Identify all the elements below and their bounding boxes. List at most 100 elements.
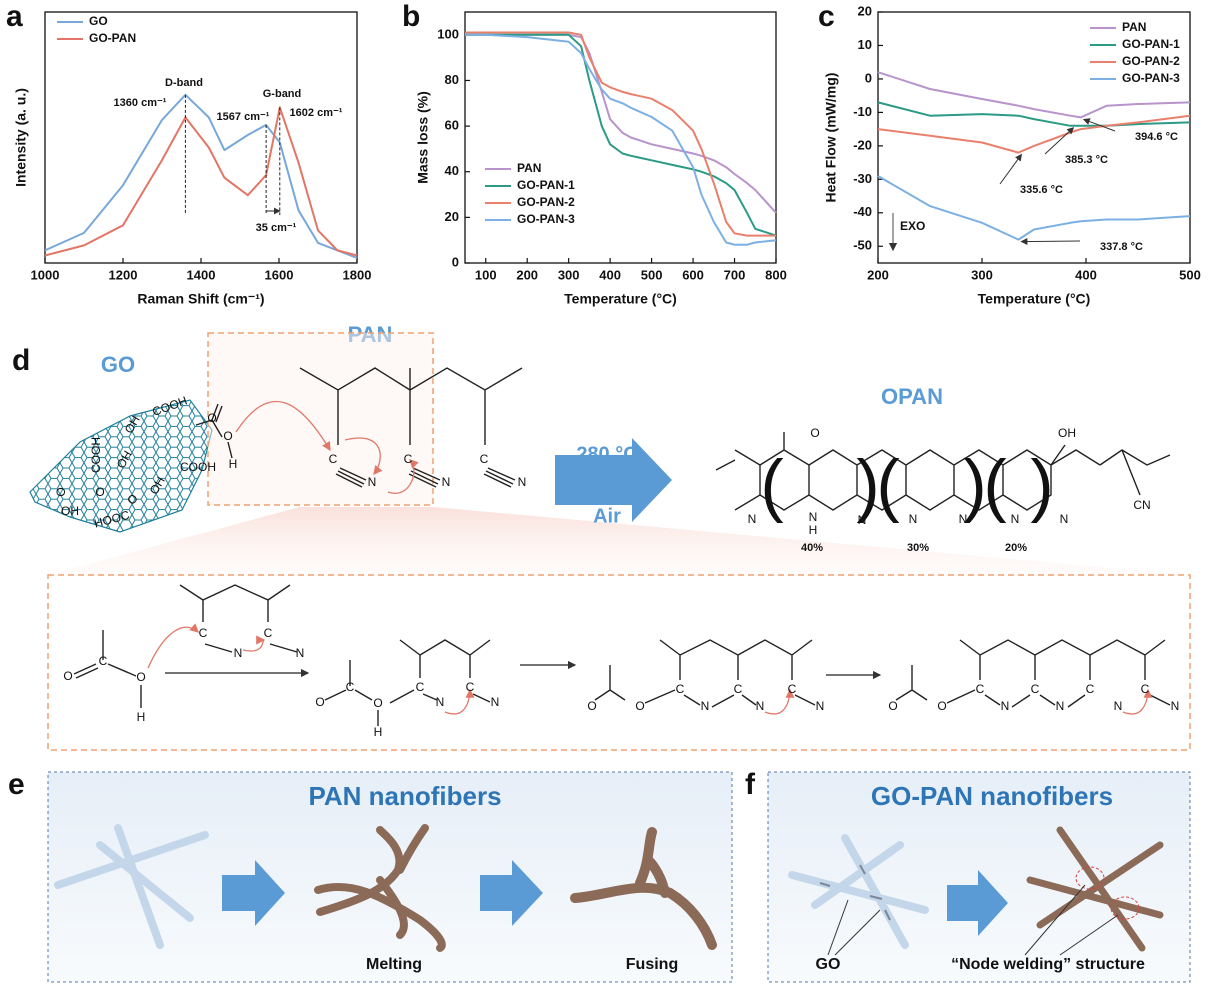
x-tick-label: 300 [971,267,993,282]
atom-label: O [888,699,897,713]
temperature: 280 °C [576,443,637,465]
annotation: G-band [263,88,302,100]
y-tick-label: 40 [445,163,459,178]
panel-title: GO-PAN nanofibers [871,781,1113,811]
y-tick-label: -30 [853,171,872,186]
opan-label: OPAN [881,384,943,409]
atom-label: O [223,429,232,443]
atom-label: C [346,680,355,694]
x-tick-label: 100 [475,267,497,282]
series-line [465,31,776,237]
atom-label: N [234,646,243,660]
annotation: EXO [900,219,925,233]
process-arrow [480,860,543,926]
atom-label: C [416,680,425,694]
mechanism-bonds [73,584,298,708]
pointer [827,899,849,956]
y-axis-label: Heat Flow (mW/mg) [823,73,839,203]
atom-label: N [909,512,918,526]
atom-label: H [374,725,383,739]
x-axis-label: Temperature (°C) [978,291,1091,307]
electron-arrow [444,688,475,715]
atom-label: O [207,411,216,425]
atom-label: O [136,670,145,684]
fraction: 30% [907,542,929,554]
atom-label: O [810,426,819,440]
atom-label: N [1056,699,1065,713]
panel-label: e [8,768,25,801]
legend-label: GO-PAN [89,31,136,45]
y-tick-label: 0 [452,254,459,269]
annotation: 1360 cm⁻¹ [114,97,167,109]
atom-label: OH [1058,426,1076,440]
bracket: ( [876,445,899,523]
y-axis-label: Intensity (a. u.) [13,88,29,187]
plot-frame [877,11,1191,264]
annotation: 1602 cm⁻¹ [290,107,343,119]
atom-label: N [442,475,451,489]
welded-fibers [1026,826,1164,952]
mechanism-bonds [324,639,491,726]
atom-label: O [587,699,596,713]
x-tick-label: 500 [1179,267,1201,282]
x-tick-label: 1600 [265,267,294,282]
atom-label: N [1171,699,1180,713]
x-tick-label: 200 [867,267,889,282]
atom-label: O [95,485,104,499]
atom-label: N [858,513,867,527]
legend-label: PAN [1122,20,1146,34]
x-tick-label: 1000 [31,267,60,282]
atom-label: H [809,523,818,537]
go-sheets [819,864,891,921]
bracket: ( [760,445,783,523]
atom-label: N [491,695,500,709]
pan-chain [299,367,523,488]
legend-label: GO-PAN-3 [1122,71,1180,85]
atom-label: O [63,669,72,683]
y-tick-label: -50 [853,238,872,253]
atom-label: C [734,682,743,696]
series-line [465,33,777,237]
annotation-arrow [999,153,1022,185]
graphene-oxide [29,399,213,533]
x-tick-label: 1200 [109,267,138,282]
electron-arrow [1122,688,1153,715]
y-tick-label: 60 [445,118,459,133]
bracket: ) [856,445,879,523]
mechanism-bonds [895,639,1171,708]
x-axis-label: Raman Shift (cm⁻¹) [137,291,264,307]
series-line [877,71,1191,119]
x-tick-label: 400 [599,267,621,282]
gas: Air [593,505,621,527]
electron-arrow [764,688,795,715]
annotation: D-band [165,77,203,89]
atom-label: N [368,475,377,489]
pointer [1059,914,1119,956]
opan-ladder [715,432,1171,511]
panel-title: PAN nanofibers [308,781,501,811]
panel-label: a [6,0,23,33]
atom-label: N [809,510,818,524]
legend-label: GO [89,14,108,28]
bracket: ) [1030,445,1053,523]
atom-label: C [199,626,208,640]
node-note: “Node welding” structure [951,956,1145,973]
weld-node [1075,866,1105,890]
series-line [877,114,1191,154]
y-tick-label: 0 [865,70,872,85]
annotation: 337.8 °C [1100,241,1143,253]
atom-label: O [937,699,946,713]
legend-label: GO-PAN-2 [517,195,575,209]
zoom-wedge [48,507,1190,575]
y-tick-label: -20 [853,137,872,152]
atom-label: N [1060,512,1069,526]
y-tick-label: 10 [858,37,872,52]
y-tick-label: -40 [853,204,872,219]
atom-label: N [436,695,445,709]
atom-label: O [635,699,644,713]
legend-label: PAN [517,161,541,175]
annotation-arrow [1020,238,1081,246]
panel-e: e PAN nanofibers Melting Fusing [8,768,733,983]
